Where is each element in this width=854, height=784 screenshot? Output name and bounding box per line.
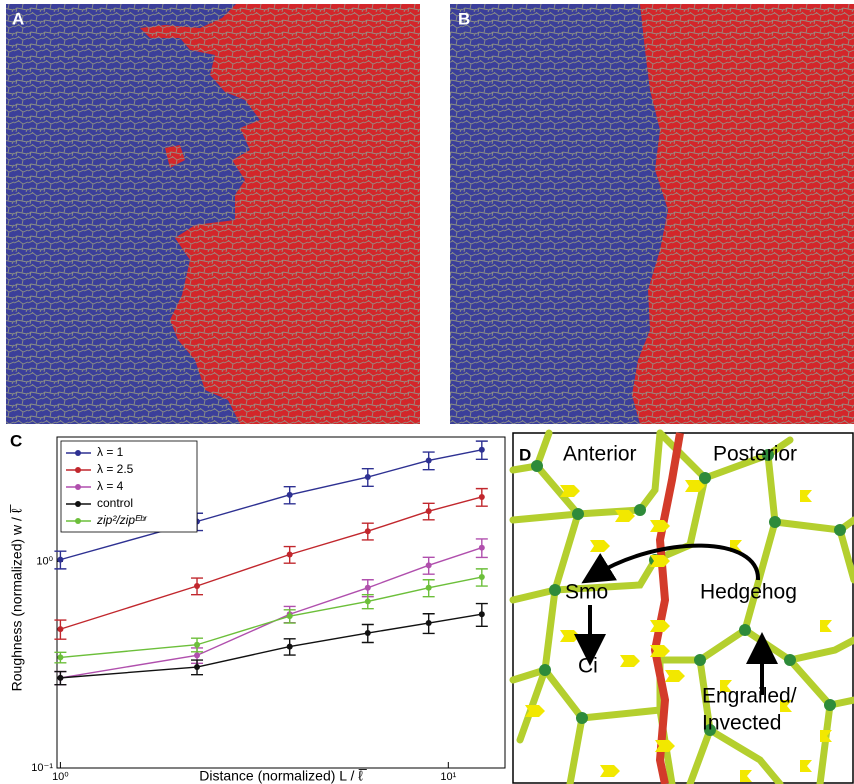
legend-label: λ = 2.5 [97,462,134,476]
legend-label: control [97,496,133,510]
data-point [479,574,485,580]
protein-label: Smo [565,581,608,604]
data-point [426,585,432,591]
data-point [287,613,293,619]
data-point [57,675,63,681]
data-point [479,545,485,551]
data-point [426,562,432,568]
legend-marker [75,484,81,490]
legend-marker [75,501,81,507]
protein-label: Invected [702,712,781,735]
legend-marker [75,518,81,524]
panel-label: C [10,431,22,450]
data-point [365,630,371,636]
data-point [194,642,200,648]
data-point [57,654,63,660]
page: A B C 10⁰10¹10⁻¹10⁰Distance (normalized)… [0,0,854,784]
legend-label: zip²/zipᴱᵇʳ [96,513,148,527]
data-point [365,528,371,534]
protein-label: Engrailed/ [702,685,797,708]
legend-marker [75,450,81,456]
series-line [60,548,481,678]
protein-label: Hedgehog [700,581,797,604]
y-tick-label: 10⁻¹ [31,762,53,774]
region-label: Anterior [563,443,637,466]
y-axis-label: Roughness (normalized) w / ℓ̅ [9,504,25,692]
series-line [60,577,481,657]
data-point [479,447,485,453]
data-point [426,508,432,514]
figure: A B C 10⁰10¹10⁻¹10⁰Distance (normalized)… [0,0,854,784]
data-point [365,598,371,604]
protein-label: Ci [578,655,598,678]
data-point [365,474,371,480]
panel-b: B [450,4,854,424]
panel-a: A [6,4,420,424]
data-point [194,664,200,670]
legend-label: λ = 1 [97,445,124,459]
data-point [287,492,293,498]
data-point [194,583,200,589]
panel-label: B [458,9,470,28]
x-tick-label: 10⁰ [52,771,69,783]
panel-label: A [12,9,24,28]
panel-label: D [519,445,531,464]
data-point [57,557,63,563]
legend-marker [75,467,81,473]
data-point [287,644,293,650]
data-point [57,626,63,632]
data-point [365,585,371,591]
data-point [479,611,485,617]
legend-label: λ = 4 [97,479,124,493]
data-point [194,652,200,658]
region-label: Posterior [713,443,797,466]
y-tick-label: 10⁰ [36,555,53,567]
x-axis-label: Distance (normalized) L / ℓ̅ [199,768,368,784]
series-line [60,614,481,678]
panel-d: D Anterior Posterior Smo Ci Hedgehog Eng… [513,433,854,784]
data-point [479,494,485,500]
data-point [287,551,293,557]
data-point [426,620,432,626]
data-point [426,457,432,463]
x-tick-label: 10¹ [440,771,456,783]
